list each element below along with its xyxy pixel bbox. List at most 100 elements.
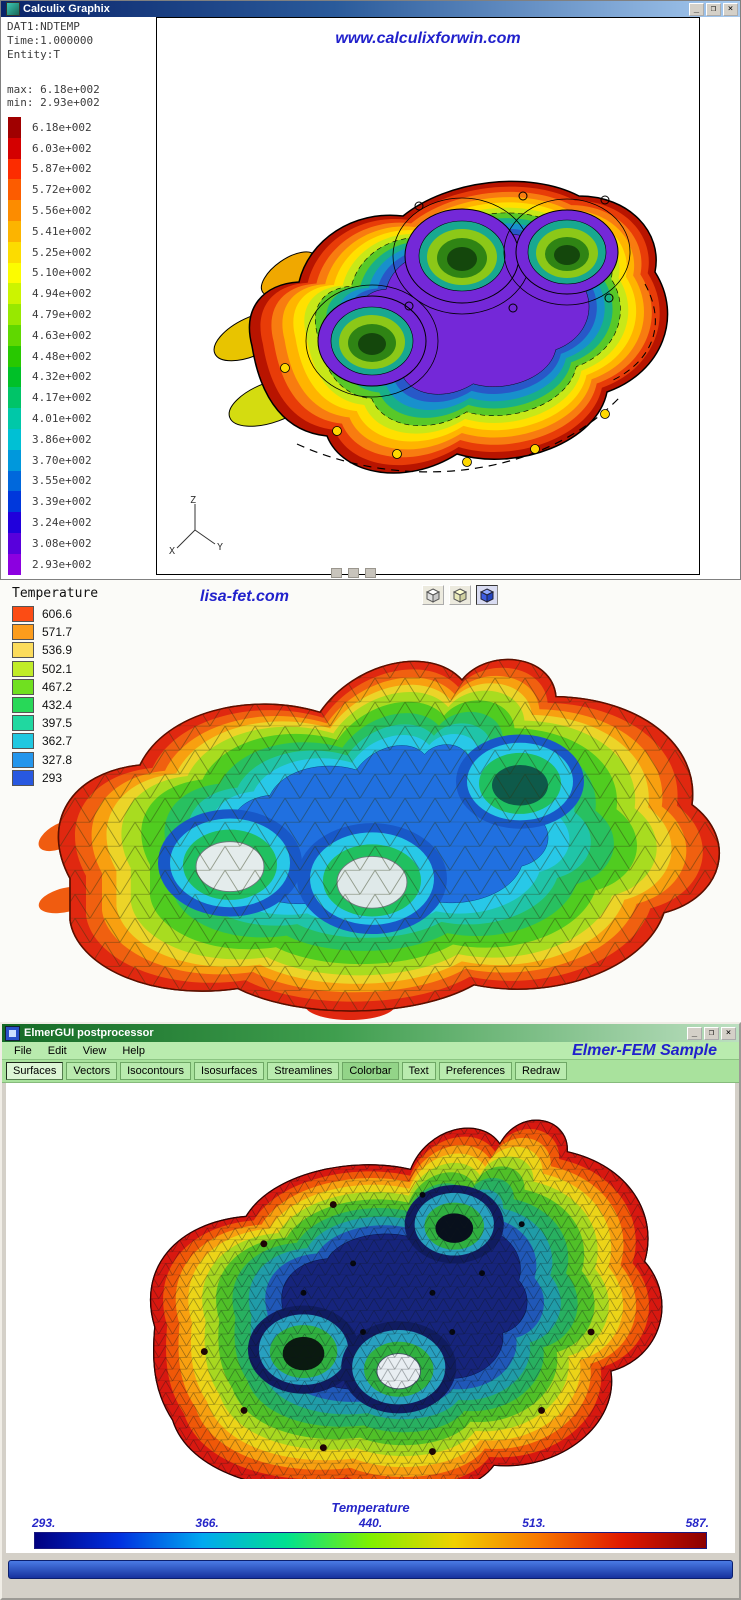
toolbar-isosurfaces[interactable]: Isosurfaces: [193, 1062, 265, 1080]
legend-value: 5.25e+002: [32, 245, 92, 259]
legend-swatch: [8, 220, 21, 242]
view-cube-button[interactable]: [422, 585, 444, 605]
legend-swatch: [8, 283, 21, 305]
toolbar-preferences[interactable]: Preferences: [438, 1062, 512, 1080]
minimize-button[interactable]: _: [687, 1026, 702, 1040]
legend-value: 571.7: [42, 625, 73, 640]
legend-row: 5.25e+002: [8, 241, 92, 263]
close-button[interactable]: ×: [723, 2, 738, 16]
legend-swatch: [12, 660, 34, 677]
legend-row: 6.03e+002: [8, 137, 92, 159]
legend-swatch: [8, 179, 21, 201]
toolbar-text[interactable]: Text: [401, 1062, 436, 1080]
minmax-info: max: 6.18e+002 min: 2.93e+002: [7, 83, 100, 109]
legend-swatch: [8, 512, 21, 533]
dataset-entity: Entity:T: [7, 48, 60, 61]
toolbar-surfaces[interactable]: Surfaces: [6, 1062, 64, 1080]
menu-help[interactable]: Help: [122, 1044, 145, 1057]
menu-file[interactable]: File: [14, 1044, 32, 1057]
legend-row: 3.08e+002: [8, 532, 92, 554]
elmer-menubar: File Edit View Help Elmer-FEM Sample: [2, 1042, 739, 1060]
legend-row: 5.10e+002: [8, 262, 92, 284]
view-cube-icon: [425, 588, 441, 603]
legend-swatch: [12, 624, 34, 641]
legend-row: 571.7: [12, 623, 98, 641]
close-button[interactable]: ×: [721, 1026, 736, 1040]
legend-value: 3.24e+002: [32, 516, 92, 530]
legend-swatch: [8, 449, 21, 471]
calculix-legend: 6.18e+002 6.03e+002 5.87e+002 5.72e+002 …: [8, 117, 92, 575]
bore-right: [503, 198, 631, 306]
maximize-button[interactable]: ❐: [706, 2, 721, 16]
legend-swatch: [12, 733, 34, 750]
toolbar-redraw[interactable]: Redraw: [515, 1062, 567, 1080]
elmer-watermark: Elmer-FEM Sample: [572, 1042, 717, 1059]
legend-value: 362.7: [42, 734, 73, 749]
legend-row: 4.17e+002: [8, 387, 92, 409]
legend-row: 4.32e+002: [8, 366, 92, 388]
maximize-button[interactable]: ❐: [704, 1026, 719, 1040]
toolbar-colorbar[interactable]: Colorbar: [342, 1062, 399, 1080]
axis-y-label: Y: [217, 542, 223, 553]
toolbar-isocontours[interactable]: Isocontours: [120, 1062, 191, 1080]
legend-value: 3.08e+002: [32, 536, 92, 550]
view-cube-button[interactable]: [449, 585, 471, 605]
legend-row: 502.1: [12, 660, 98, 678]
view-cube-icon: [452, 588, 468, 603]
legend-row: 606.6: [12, 605, 98, 623]
legend-value: 4.79e+002: [32, 308, 92, 322]
legend-row: 5.87e+002: [8, 158, 92, 180]
max-value: max: 6.18e+002: [7, 83, 100, 96]
lisa-viewport[interactable]: Temperature 606.6 571.7 536.9 502.1 467.…: [0, 580, 741, 1022]
legend-value: 397.5: [42, 716, 73, 731]
axis-x-label: X: [169, 546, 175, 557]
bore-left: [305, 284, 439, 398]
view-cube-button-active[interactable]: [476, 585, 498, 605]
legend-row: 5.72e+002: [8, 179, 92, 201]
legend-swatch: [8, 137, 21, 159]
lisa-watermark: lisa-fet.com: [200, 588, 289, 605]
legend-row: 397.5: [12, 714, 98, 732]
calculix-3d-viewport[interactable]: www.calculixforwin.com: [156, 17, 700, 575]
legend-value: 4.48e+002: [32, 349, 92, 363]
legend-value: 4.01e+002: [32, 412, 92, 426]
dataset-time: Time:1.000000: [7, 34, 94, 47]
menu-view[interactable]: View: [82, 1044, 107, 1057]
minimize-button[interactable]: _: [689, 2, 704, 16]
calculix-app-icon: [6, 2, 20, 16]
plateau-holes: [404, 191, 614, 313]
legend-value: 3.55e+002: [32, 474, 92, 488]
legend-row: 5.41e+002: [8, 220, 92, 242]
legend-value: 2.93e+002: [32, 557, 92, 571]
bolt-holes: [280, 363, 610, 467]
legend-value: 502.1: [42, 661, 73, 676]
legend-value: 4.63e+002: [32, 328, 92, 342]
legend-value: 6.03e+002: [32, 141, 92, 155]
view-cube-icon: [479, 588, 495, 603]
legend-row: 3.55e+002: [8, 470, 92, 492]
toolbar-streamlines[interactable]: Streamlines: [267, 1062, 340, 1080]
cropped-toolbar-fragment: [331, 568, 376, 578]
legend-row: 293: [12, 769, 98, 787]
elmer-temperature-model: [149, 1119, 663, 1479]
elmer-3d-viewport[interactable]: Temperature 293. 366. 440. 513. 587.: [6, 1083, 735, 1553]
min-value: min: 2.93e+002: [7, 96, 100, 109]
legend-value: 5.87e+002: [32, 162, 92, 176]
dataset-info: DAT1:NDTEMP Time:1.000000 Entity:T: [7, 20, 93, 62]
calculix-temperature-model: [213, 180, 669, 474]
legend-value: 3.70e+002: [32, 453, 92, 467]
colorbar-tick: 440.: [358, 1516, 383, 1530]
legend-value: 432.4: [42, 698, 73, 713]
calculix-titlebar[interactable]: Calculix Graphix _ ❐ ×: [1, 1, 740, 17]
legend-swatch: [12, 678, 34, 695]
legend-swatch: [8, 408, 21, 429]
legend-swatch: [8, 428, 21, 450]
elmer-window: ElmerGUI postprocessor _ ❐ × File Edit V…: [0, 1022, 741, 1600]
colorbar-ticks: 293. 366. 440. 513. 587.: [32, 1516, 709, 1530]
elmer-titlebar[interactable]: ElmerGUI postprocessor _ ❐ ×: [2, 1024, 739, 1042]
menu-edit[interactable]: Edit: [47, 1044, 67, 1057]
axis-z-label: Z: [190, 495, 196, 506]
toolbar-vectors[interactable]: Vectors: [66, 1062, 118, 1080]
legend-row: 362.7: [12, 732, 98, 750]
